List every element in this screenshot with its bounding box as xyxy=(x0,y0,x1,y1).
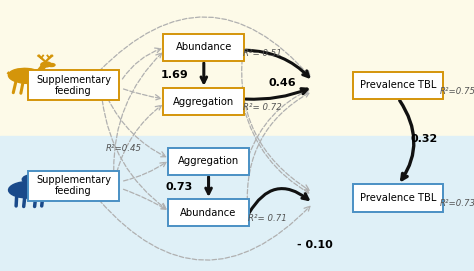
Ellipse shape xyxy=(9,181,50,198)
FancyBboxPatch shape xyxy=(28,70,118,100)
Ellipse shape xyxy=(22,175,42,184)
Bar xyxy=(0,136,474,271)
Text: 0.73: 0.73 xyxy=(165,182,193,192)
Text: R²=0.45: R²=0.45 xyxy=(105,144,141,153)
FancyBboxPatch shape xyxy=(163,88,245,115)
Text: Prevalence TBL: Prevalence TBL xyxy=(360,193,437,203)
FancyBboxPatch shape xyxy=(168,199,249,227)
Text: Supplementary
feeding: Supplementary feeding xyxy=(36,175,111,196)
FancyBboxPatch shape xyxy=(353,72,444,99)
Text: - 0.10: - 0.10 xyxy=(297,240,333,250)
FancyBboxPatch shape xyxy=(168,147,249,175)
Text: 0.46: 0.46 xyxy=(268,78,296,88)
Text: R²= 0.72: R²= 0.72 xyxy=(243,103,282,112)
Text: Abundance: Abundance xyxy=(176,43,232,52)
FancyBboxPatch shape xyxy=(163,34,245,61)
Ellipse shape xyxy=(41,62,51,67)
FancyBboxPatch shape xyxy=(28,171,118,201)
Text: R²= 0.51: R²= 0.51 xyxy=(243,49,282,58)
Text: R²=0.73: R²=0.73 xyxy=(440,199,474,208)
Text: 1.69: 1.69 xyxy=(161,70,188,79)
Ellipse shape xyxy=(40,184,58,194)
FancyBboxPatch shape xyxy=(353,184,444,211)
Ellipse shape xyxy=(53,191,61,194)
Ellipse shape xyxy=(48,63,55,67)
Text: R²=0.75: R²=0.75 xyxy=(440,87,474,96)
Text: Abundance: Abundance xyxy=(181,208,237,218)
Text: Aggregation: Aggregation xyxy=(178,156,239,166)
Text: Prevalence TBL: Prevalence TBL xyxy=(360,80,437,90)
Text: R²= 0.71: R²= 0.71 xyxy=(247,214,286,223)
Ellipse shape xyxy=(9,68,44,83)
Text: 0.32: 0.32 xyxy=(410,134,438,144)
Bar xyxy=(0,0,474,136)
Text: Aggregation: Aggregation xyxy=(173,97,235,107)
Text: Supplementary
feeding: Supplementary feeding xyxy=(36,75,111,96)
